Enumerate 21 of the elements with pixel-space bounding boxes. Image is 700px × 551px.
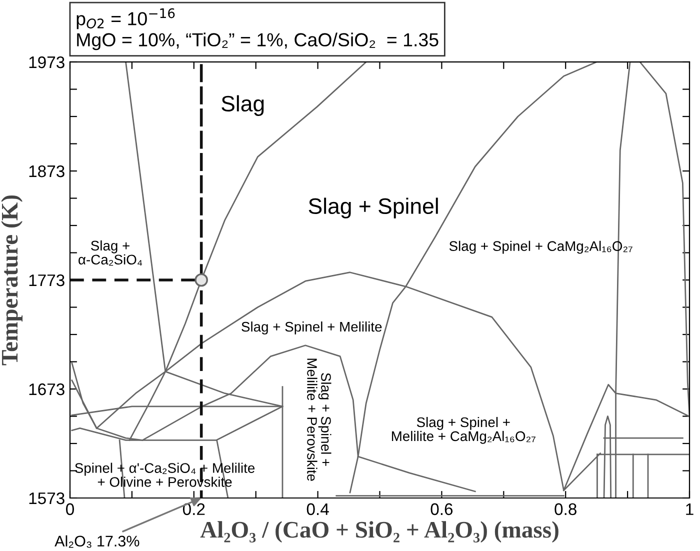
annotation: Al₂O₃ 17.3% [54,535,140,548]
annotation: Slag + α-Ca₂SiO₄ [78,240,142,266]
x-axis-title: Al₂O₃ / (CaO + SiO₂ + Al₂O₃) (mass) [200,521,558,543]
annotation: Slag + Spinel + Melilite [242,321,382,334]
y-tick-label: 1773 [29,274,64,286]
y-axis-title: Temperature (K) [1,195,23,366]
annotation: Slag [222,95,264,116]
x-tick-label: 0.6 [430,503,453,516]
y-tick-label: 1873 [29,165,64,178]
annotation: Slag + Spinel [308,198,438,218]
x-tick-label: 1 [686,503,694,515]
x-tick-label: 0.8 [554,503,576,516]
chart-subtitle: MgO = 10%, “TiO₂” = 1%, CaO/SiO₂ = 1.35 [77,32,438,50]
y-tick-label: 1973 [29,56,64,68]
annotation: Slag + Spinel + Melilite + Perovskite [307,358,332,481]
chart-title: p$_{O2}$ = 10$^{−16}$ [76,8,175,30]
y-tick-label: 1673 [29,383,64,396]
y-tick-label: 1573 [29,492,64,504]
annotation: Slag + Spinel + Melilite + CaMg₂Al₁₆O₂₇ [392,416,536,444]
x-tick-label: 0.4 [306,503,329,516]
x-tick-label: 0 [66,503,74,516]
